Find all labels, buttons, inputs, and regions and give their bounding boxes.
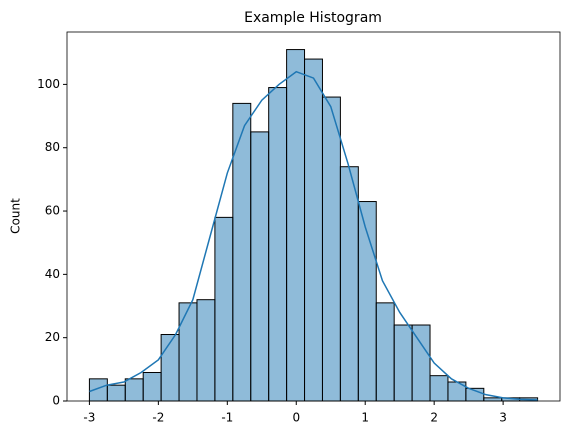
bar — [483, 397, 503, 402]
bar — [393, 324, 413, 402]
y-tick-label: 100 — [37, 77, 60, 91]
kde-line — [89, 70, 538, 401]
bar — [304, 58, 323, 402]
plot-frame — [66, 31, 561, 402]
bar — [196, 299, 216, 402]
bar — [429, 375, 449, 402]
bar — [321, 96, 341, 402]
x-tick-label: 1 — [361, 411, 369, 425]
bar — [142, 372, 162, 402]
bar — [375, 302, 395, 402]
x-tick-label: -3 — [83, 411, 95, 425]
y-tick-label: 20 — [45, 330, 60, 344]
y-tick-label: 60 — [45, 204, 60, 218]
bar — [411, 324, 431, 402]
x-tick-label: -2 — [152, 411, 164, 425]
y-tick-label: 40 — [45, 267, 60, 281]
y-tick-label: 0 — [52, 394, 60, 408]
bar — [106, 384, 126, 402]
chart-title: Example Histogram — [244, 10, 382, 26]
bar — [124, 378, 144, 402]
y-tick-label: 80 — [45, 140, 60, 154]
bar — [178, 302, 198, 402]
bar — [160, 334, 180, 402]
bar — [214, 216, 234, 402]
bar — [268, 87, 288, 402]
bar — [286, 49, 306, 402]
x-tick-label: 0 — [292, 411, 300, 425]
bar — [339, 166, 359, 402]
bar — [232, 102, 252, 402]
x-tick-label: -1 — [221, 411, 233, 425]
x-tick-label: 3 — [499, 411, 507, 425]
x-tick-label: 2 — [430, 411, 438, 425]
bar — [250, 131, 270, 402]
y-axis-label: Count — [9, 198, 23, 234]
